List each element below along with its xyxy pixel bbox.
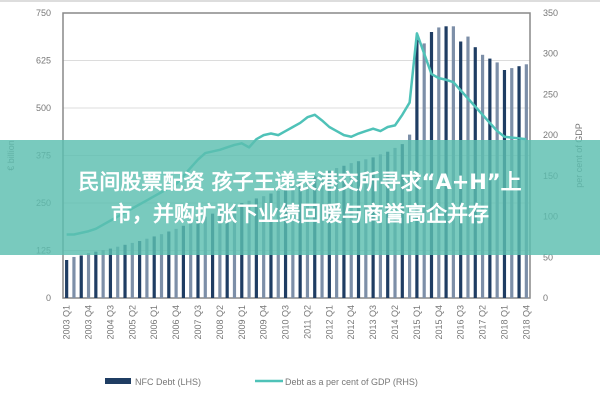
bar <box>72 256 76 298</box>
x-tick-label: 2016 Q3 <box>456 305 466 340</box>
y-right-tick-label: 200 <box>543 130 558 140</box>
y-left-tick-label: 750 <box>36 8 51 18</box>
x-tick-label: 2015 Q1 <box>412 305 422 340</box>
bar <box>79 255 83 298</box>
y-right-tick-label: 0 <box>543 293 548 303</box>
bar <box>94 251 98 298</box>
bar <box>203 216 207 298</box>
bar <box>101 250 105 298</box>
y-left-tick-label: 625 <box>36 56 51 66</box>
bar <box>138 241 142 298</box>
legend-label-debt-gdp: Debt as a per cent of GDP (RHS) <box>285 377 418 387</box>
y-right-tick-label: 350 <box>543 8 558 18</box>
bar <box>210 213 215 298</box>
banner-line-1: 民间股票配资 孩子王递表港交所寻求“A+H”上 <box>78 169 522 194</box>
bar <box>65 260 69 298</box>
bar <box>130 242 134 298</box>
x-tick-label: 2009 Q1 <box>237 305 247 340</box>
x-tick-label: 2006 Q1 <box>149 305 159 340</box>
bar <box>145 238 149 298</box>
bar <box>181 225 185 298</box>
x-tick-label: 2004 Q3 <box>105 305 115 340</box>
x-tick-label: 2007 Q3 <box>193 305 203 340</box>
x-tick-label: 2003 Q4 <box>84 305 94 340</box>
x-tick-label: 2015 Q4 <box>434 305 444 340</box>
x-tick-label: 2009 Q4 <box>259 305 269 340</box>
bar <box>86 253 91 298</box>
bar <box>174 228 178 298</box>
x-tick-label: 2006 Q4 <box>171 305 181 340</box>
bar <box>167 231 171 298</box>
x-tick-label: 2018 Q4 <box>521 305 531 340</box>
banner-line-2: 市，并购扩张下业绩回暖与商誉高企并存 <box>111 201 489 226</box>
title-banner: 民间股票配资 孩子王递表港交所寻求“A+H”上 市，并购扩张下业绩回暖与商誉高企… <box>0 140 600 255</box>
bar <box>123 244 127 298</box>
y-left-tick-label: 500 <box>36 103 51 113</box>
x-tick-label: 2012 Q4 <box>346 305 356 340</box>
bar <box>152 236 156 298</box>
bar <box>196 219 200 298</box>
x-tick-label: 2013 Q3 <box>368 305 378 340</box>
bar <box>189 222 193 298</box>
x-tick-label: 2011 Q2 <box>302 305 312 339</box>
y-left-tick-label: 0 <box>46 293 51 303</box>
x-tick-label: 2010 Q3 <box>281 305 291 340</box>
x-tick-label: 2008 Q2 <box>215 305 225 340</box>
bar <box>108 248 113 298</box>
legend-label-nfc-debt: NFC Debt (LHS) <box>135 377 201 387</box>
bar <box>159 234 164 298</box>
top-rule <box>0 0 600 2</box>
x-tick-label: 2005 Q2 <box>127 305 137 340</box>
y-right-tick-label: 300 <box>543 49 558 59</box>
y-right-tick-label: 50 <box>543 252 553 262</box>
x-tick-label: 2017 Q2 <box>478 305 488 340</box>
x-tick-label: 2014 Q2 <box>390 305 400 340</box>
bar <box>116 246 120 298</box>
y-right-tick-label: 250 <box>543 89 558 99</box>
x-tick-label: 2003 Q1 <box>62 305 72 340</box>
x-tick-label: 2018 Q1 <box>499 305 509 340</box>
x-tick-label: 2012 Q1 <box>324 305 334 340</box>
legend-swatch-nfc-debt <box>105 378 131 384</box>
